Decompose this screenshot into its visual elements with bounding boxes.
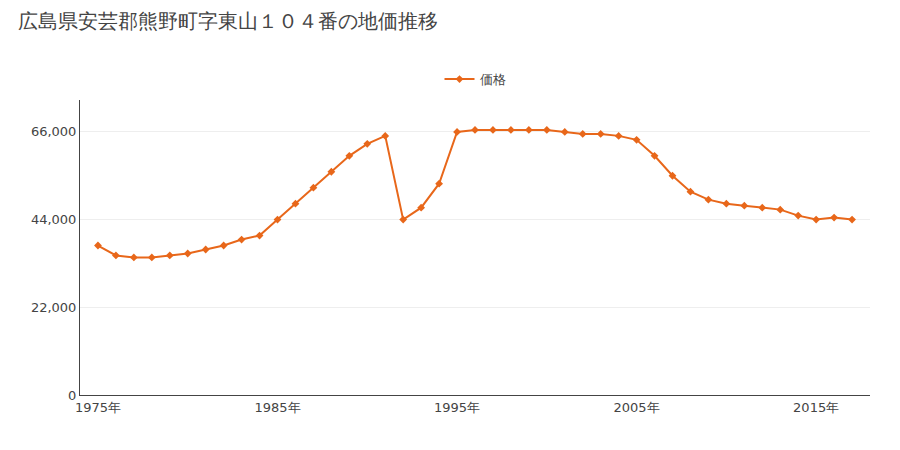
svg-text:価格: 価格 [480,72,506,87]
svg-text:2015年: 2015年 [793,400,839,415]
svg-text:66,000: 66,000 [31,124,77,139]
svg-text:44,000: 44,000 [31,212,77,227]
svg-text:22,000: 22,000 [31,300,77,315]
svg-text:1995年: 1995年 [434,400,480,415]
svg-text:0: 0 [68,388,76,403]
svg-text:2005年: 2005年 [614,400,660,415]
svg-text:広島県安芸郡熊野町字東山１０４番の地価推移: 広島県安芸郡熊野町字東山１０４番の地価推移 [18,9,438,33]
svg-text:1985年: 1985年 [254,400,300,415]
svg-text:1975年: 1975年 [75,400,121,415]
